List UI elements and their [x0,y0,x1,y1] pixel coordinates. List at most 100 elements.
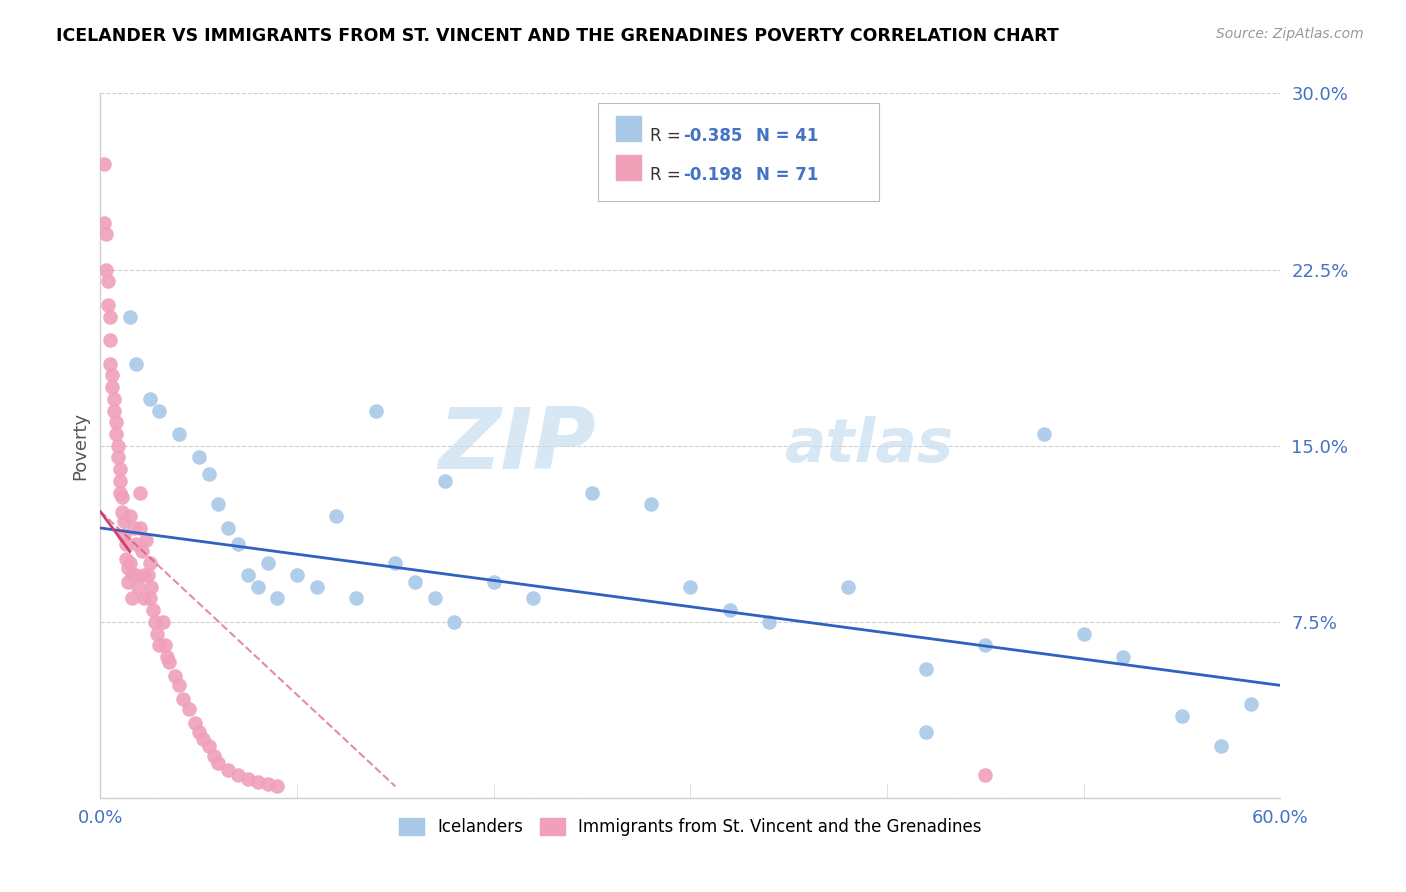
Point [204,748,226,763]
Point [117,574,139,589]
Point [122,521,145,535]
Point [482,574,505,589]
Point [915,725,938,739]
Point [1112,650,1135,665]
Point [522,591,544,606]
Point [148,639,170,653]
Text: -0.385: -0.385 [683,127,742,145]
Point [112,514,135,528]
Text: -0.198: -0.198 [683,166,742,184]
Point [640,498,662,512]
Point [325,509,347,524]
Text: N = 71: N = 71 [756,166,818,184]
Point [1171,709,1194,723]
Point [217,763,239,777]
Point [125,537,148,551]
Point [226,537,249,551]
Point [111,504,134,518]
Point [256,777,278,791]
Point [404,574,426,589]
Point [167,427,190,442]
Point [142,603,165,617]
Point [138,591,160,606]
Point [146,626,169,640]
Point [758,615,780,629]
Point [112,528,135,542]
Point [1240,697,1263,711]
Point [236,568,259,582]
Point [132,591,155,606]
Y-axis label: Poverty: Poverty [72,412,89,480]
Point [118,556,141,570]
Point [1211,739,1233,754]
Point [443,615,465,629]
Point [305,580,328,594]
Point [364,403,387,417]
Point [136,568,159,582]
Text: ICELANDER VS IMMIGRANTS FROM ST. VINCENT AND THE GRENADINES POVERTY CORRELATION : ICELANDER VS IMMIGRANTS FROM ST. VINCENT… [56,27,1059,45]
Point [97,274,120,288]
Point [184,715,207,730]
Point [103,403,125,417]
Point [98,357,121,371]
Point [433,474,456,488]
Text: atlas: atlas [785,417,953,475]
Point [118,310,141,324]
Point [138,556,160,570]
Point [98,310,121,324]
Point [115,537,138,551]
Point [105,415,128,429]
Point [256,556,278,570]
Point [141,580,163,594]
Point [128,485,150,500]
Point [679,580,702,594]
Point [384,556,406,570]
Point [974,767,997,781]
Point [101,368,124,383]
Point [177,702,200,716]
Point [96,227,118,242]
Point [266,591,288,606]
Point [127,580,149,594]
Point [103,392,125,406]
Text: R =: R = [650,127,686,145]
Point [187,725,209,739]
Point [246,580,269,594]
Point [148,403,170,417]
Legend: Icelanders, Immigrants from St. Vincent and the Grenadines: Icelanders, Immigrants from St. Vincent … [392,811,988,843]
Point [121,591,143,606]
Text: Source: ZipAtlas.com: Source: ZipAtlas.com [1216,27,1364,41]
Point [165,669,187,683]
Point [107,439,129,453]
Point [93,157,115,171]
Text: R =: R = [650,166,686,184]
Point [236,772,259,787]
Point [207,756,229,770]
Point [156,650,179,665]
Point [226,767,249,781]
Point [266,780,288,794]
Point [581,485,603,500]
Point [98,333,121,347]
Point [167,678,190,692]
Point [125,568,148,582]
Point [187,450,209,465]
Text: N = 41: N = 41 [756,127,818,145]
Point [111,491,134,505]
Point [97,298,120,312]
Point [135,533,157,547]
Point [915,662,938,676]
Point [155,639,177,653]
Point [344,591,367,606]
Point [108,485,131,500]
Point [101,380,124,394]
Point [107,450,129,465]
Point [118,509,141,524]
Point [96,262,118,277]
Point [138,392,160,406]
Point [125,357,148,371]
Point [152,615,174,629]
Point [207,498,229,512]
Point [217,521,239,535]
Point [105,427,128,442]
